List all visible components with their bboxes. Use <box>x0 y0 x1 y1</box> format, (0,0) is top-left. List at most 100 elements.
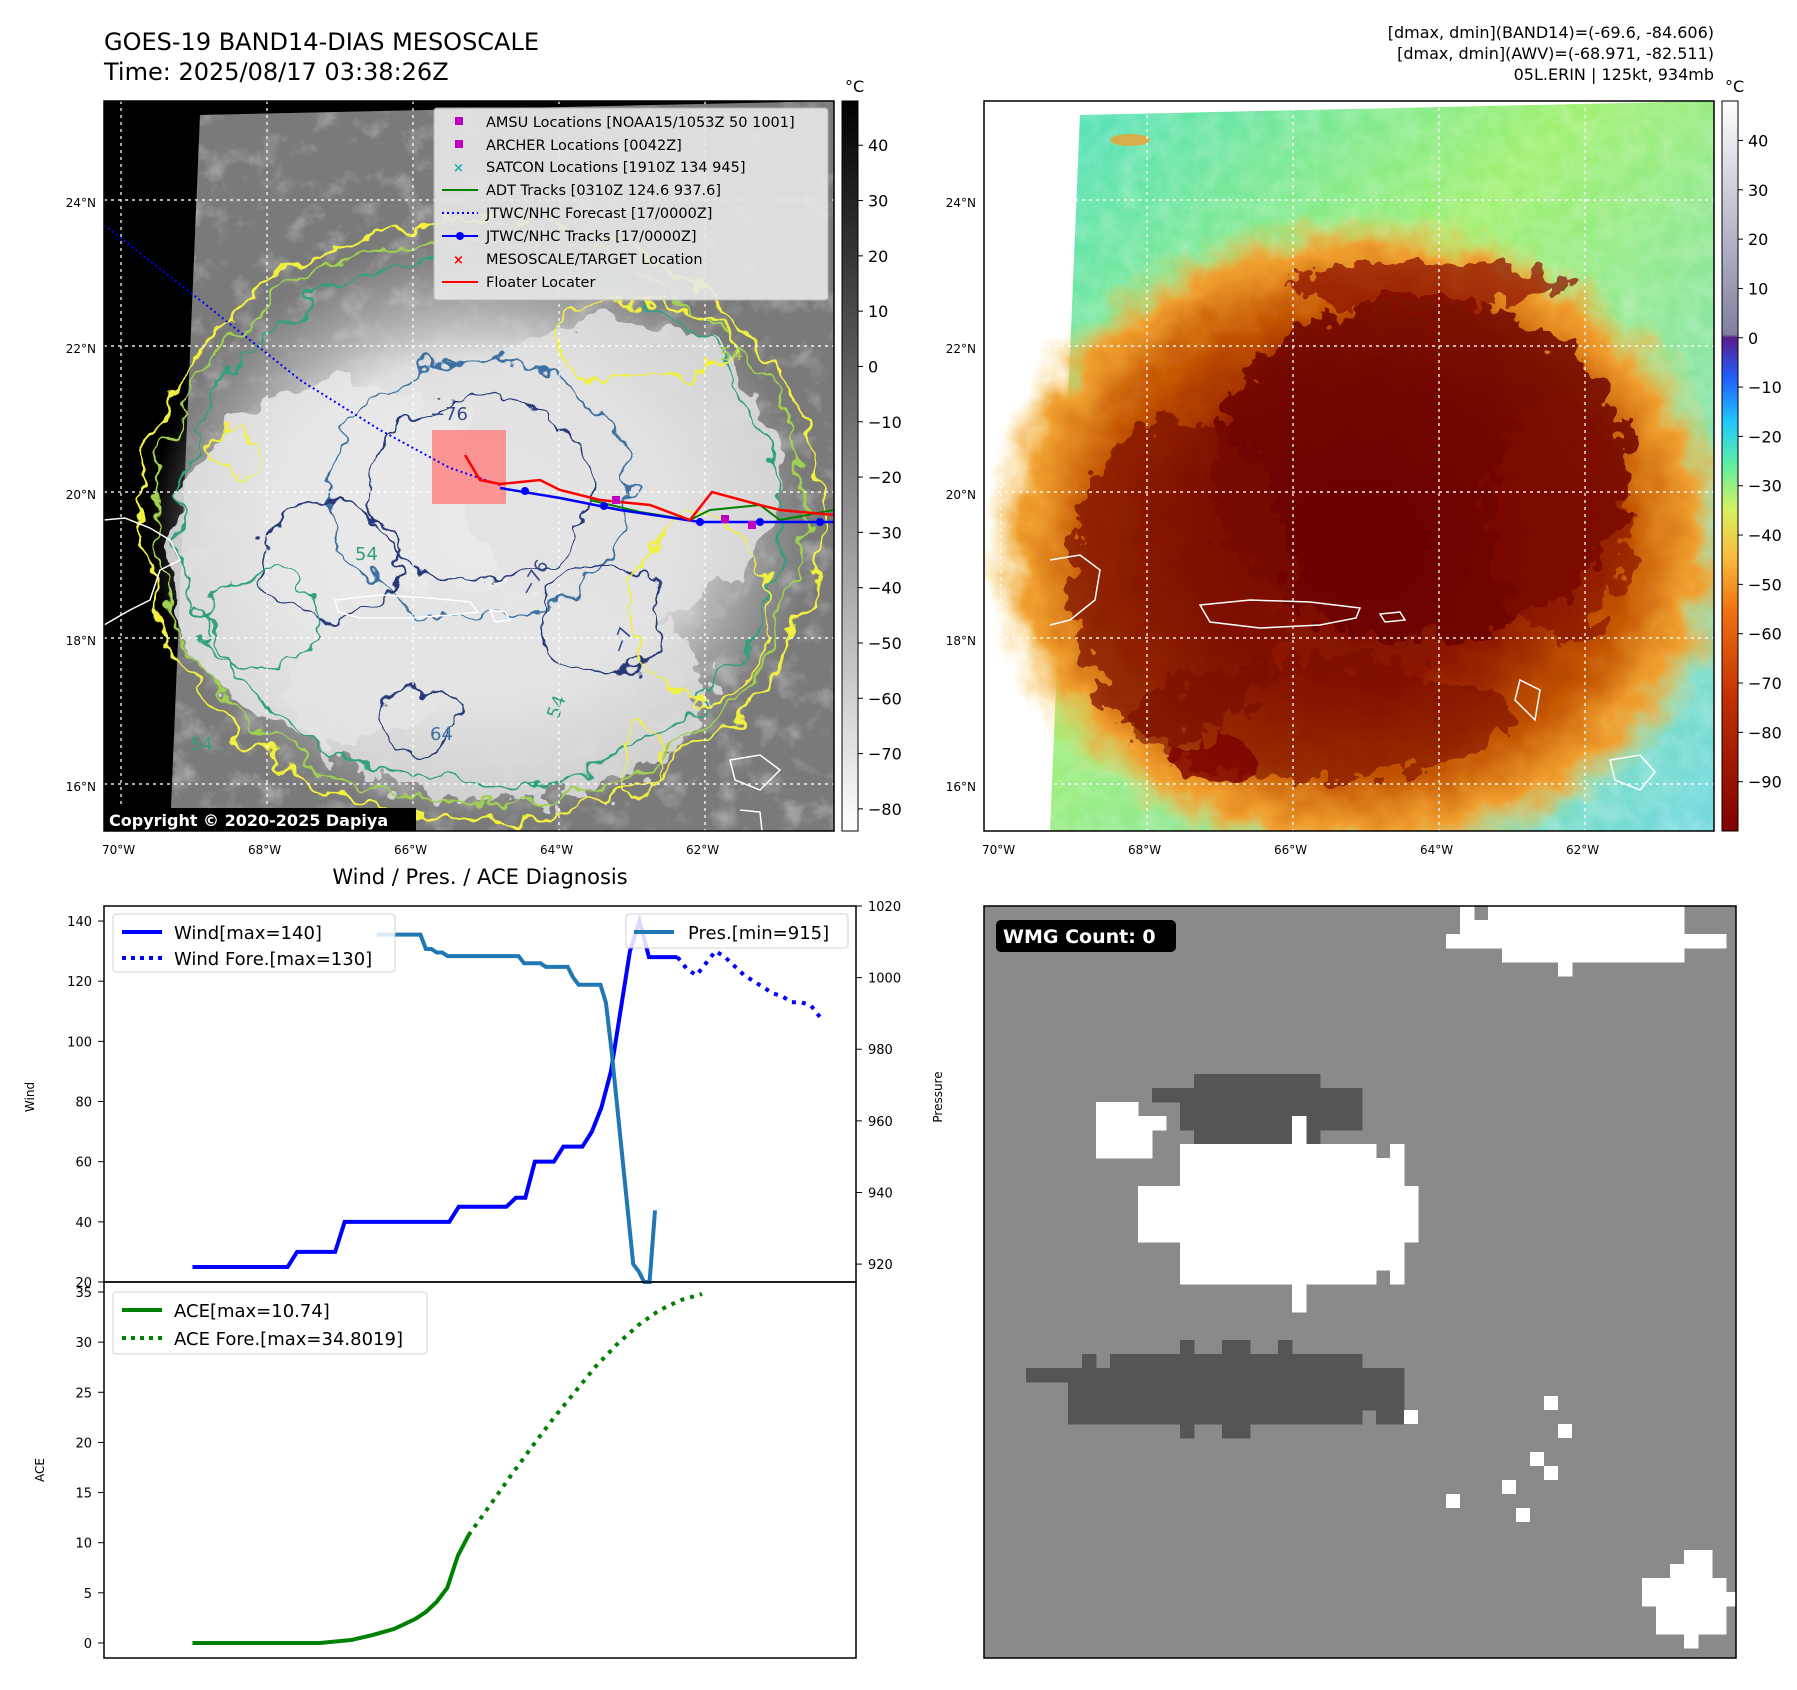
legend-wind: Wind[max=140] <box>174 923 322 944</box>
legend-floater: Floater Locater <box>486 275 595 291</box>
wind-legend: Wind[max=140] Wind Fore.[max=130] <box>112 913 396 973</box>
legend-mesoscale: MESOSCALE/TARGET Location <box>486 252 703 268</box>
contour-label: 54 <box>720 344 743 365</box>
right-colorbar: °C 40 30 20 10 0 −10 −20 −30 −40 −50 −60 −70 −80 −90 <box>1721 77 1782 832</box>
colorbar-tick: −70 <box>1748 674 1782 693</box>
y-tick-label: 0 <box>84 1637 92 1652</box>
lon-tick-left: 68°W <box>248 843 281 857</box>
y-tick-label: 100 <box>67 1035 92 1050</box>
y-tick-label: 5 <box>84 1587 92 1602</box>
ace-forecast-series-line <box>466 1292 703 1537</box>
coastlines-right <box>1049 554 1656 791</box>
y-tick-label: 20 <box>75 1276 92 1291</box>
wmg-panel: WMG Count: 0 <box>983 905 1741 1659</box>
chart-title-line2: Time: 2025/08/17 03:38:26Z <box>103 58 449 86</box>
left-colorbar: °C 40 30 20 10 0 −10 −20 −30 −40 −50 −60 −70 −80 <box>841 77 902 832</box>
legend-ace: ACE[max=10.74] <box>174 1301 330 1322</box>
ace-axes: ACE 35 30 25 20 15 10 5 0 <box>33 1281 857 1659</box>
wmg-count-badge: WMG Count: 0 <box>1003 926 1156 948</box>
legend-satcon: SATCON Locations [1910Z 134 945] <box>486 160 745 176</box>
colorbar-tick: −70 <box>868 745 902 764</box>
legend-ace-fore: ACE Fore.[max=34.8019] <box>174 1329 403 1350</box>
y-tick-label: 35 <box>75 1286 92 1301</box>
lat-tick-right: 18°N <box>946 634 976 648</box>
ace-legend: ACE[max=10.74] ACE Fore.[max=34.8019] <box>112 1291 428 1355</box>
y-tick-label: 15 <box>75 1487 92 1502</box>
pressure-series-line <box>376 932 658 1284</box>
legend-amsu: AMSU Locations [NOAA15/1053Z 50 1001] <box>486 115 795 131</box>
colorbar-tick: −40 <box>868 579 902 598</box>
colorbar-tick: 40 <box>1748 131 1768 150</box>
chart-title-line1: GOES-19 BAND14-DIAS MESOSCALE <box>104 28 539 56</box>
y2-tick-label: 920 <box>868 1258 893 1273</box>
colorbar-tick: −60 <box>1748 625 1782 644</box>
info-line3: 05L.ERIN | 125kt, 934mb <box>1514 65 1714 84</box>
lat-tick-left: 20°N <box>66 488 96 502</box>
colorbar-tick: −10 <box>868 413 902 432</box>
info-line1: [dmax, dmin](BAND14)=(-69.6, -84.606) <box>1388 23 1714 42</box>
legend-archer: ARCHER Locations [0042Z] <box>486 138 682 154</box>
colorbar-tick: 30 <box>1748 181 1768 200</box>
lon-tick-right: 66°W <box>1274 843 1307 857</box>
contour-label: 54 <box>355 544 378 565</box>
colorbar-tick: 0 <box>868 357 878 376</box>
y-tick-label: 20 <box>75 1436 92 1451</box>
lat-tick-right: 22°N <box>946 342 976 356</box>
left-colorbar-unit: °C <box>845 77 864 96</box>
lon-tick-right: 70°W <box>982 843 1015 857</box>
legend-jtwc-forecast: JTWC/NHC Forecast [17/0000Z] <box>485 206 712 222</box>
right-map <box>983 100 1715 832</box>
svg-text:×: × <box>453 253 464 268</box>
lon-tick-right: 68°W <box>1128 843 1161 857</box>
contour-label: −76 <box>430 404 468 425</box>
colorbar-tick: −80 <box>868 800 902 819</box>
colorbar-tick: −20 <box>1748 427 1782 446</box>
colorbar-tick: 20 <box>868 247 888 266</box>
pressure-legend: Pres.[min=915] <box>625 913 849 949</box>
lat-tick-left: 18°N <box>66 634 96 648</box>
legend-pres: Pres.[min=915] <box>688 923 829 944</box>
coastlines-left <box>104 517 782 831</box>
left-map: −76 −76 54 54 54 64 −7 54 <box>103 100 835 832</box>
colorbar-tick: −90 <box>1748 773 1782 792</box>
y2-tick-label: 980 <box>868 1043 893 1058</box>
colorbar-tick: 40 <box>868 136 888 155</box>
y2-tick-label: 1000 <box>868 972 901 987</box>
colorbar-tick: 10 <box>1748 279 1768 298</box>
legend-jtwc-tracks: JTWC/NHC Tracks [17/0000Z] <box>485 229 697 245</box>
colorbar-tick: −40 <box>1748 526 1782 545</box>
y-tick-label: 40 <box>75 1216 92 1231</box>
svg-text:×: × <box>453 161 464 176</box>
y-tick-label: 25 <box>75 1386 92 1401</box>
map-grid-right <box>984 101 1714 831</box>
y-tick-label: 120 <box>67 975 92 990</box>
left-map-legend: AMSU Locations [NOAA15/1053Z 50 1001] AR… <box>433 107 829 301</box>
colorbar-tick: −30 <box>868 523 902 542</box>
y2-tick-label: 960 <box>868 1115 893 1130</box>
colorbar-tick: −50 <box>868 634 902 653</box>
wind-axis-label: Wind <box>23 1082 37 1112</box>
lon-tick-left: 70°W <box>102 843 135 857</box>
jtwc-track <box>499 486 834 524</box>
colorbar-tick: −30 <box>1748 477 1782 496</box>
pressure-axis-label: Pressure <box>931 1071 945 1122</box>
y-tick-label: 60 <box>75 1156 92 1171</box>
lat-tick-right: 20°N <box>946 488 976 502</box>
lat-tick-right: 24°N <box>946 196 976 210</box>
lon-tick-left: 62°W <box>686 843 719 857</box>
wind-pressure-axes: Wind Pressure 140 120 100 80 60 40 20 1020 1000… <box>23 900 945 1291</box>
y2-tick-label: 1020 <box>868 900 901 915</box>
y-tick-label: 30 <box>75 1336 92 1351</box>
diagnosis-title: Wind / Pres. / ACE Diagnosis <box>332 865 627 889</box>
y-tick-label: 10 <box>75 1537 92 1552</box>
legend-adt: ADT Tracks [0310Z 124.6 937.6] <box>486 183 721 199</box>
info-line2: [dmax, dmin](AWV)=(-68.971, -82.511) <box>1397 44 1714 63</box>
colorbar-tick: 10 <box>868 302 888 321</box>
lon-tick-left: 66°W <box>394 843 427 857</box>
right-colorbar-unit: °C <box>1725 77 1744 96</box>
colorbar-tick: 0 <box>1748 329 1758 348</box>
colorbar-tick: −80 <box>1748 723 1782 742</box>
copyright-text: Copyright © 2020-2025 Dapiya <box>109 811 388 830</box>
legend-wind-fore: Wind Fore.[max=130] <box>174 949 372 970</box>
